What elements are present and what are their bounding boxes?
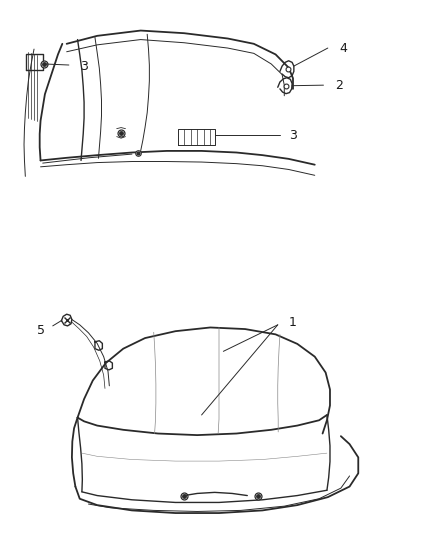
Text: 3: 3 xyxy=(289,128,297,141)
Text: 2: 2 xyxy=(335,79,343,92)
Text: 5: 5 xyxy=(37,324,46,337)
Text: 4: 4 xyxy=(339,42,347,54)
Text: 3: 3 xyxy=(80,60,88,72)
Text: 1: 1 xyxy=(288,316,296,329)
